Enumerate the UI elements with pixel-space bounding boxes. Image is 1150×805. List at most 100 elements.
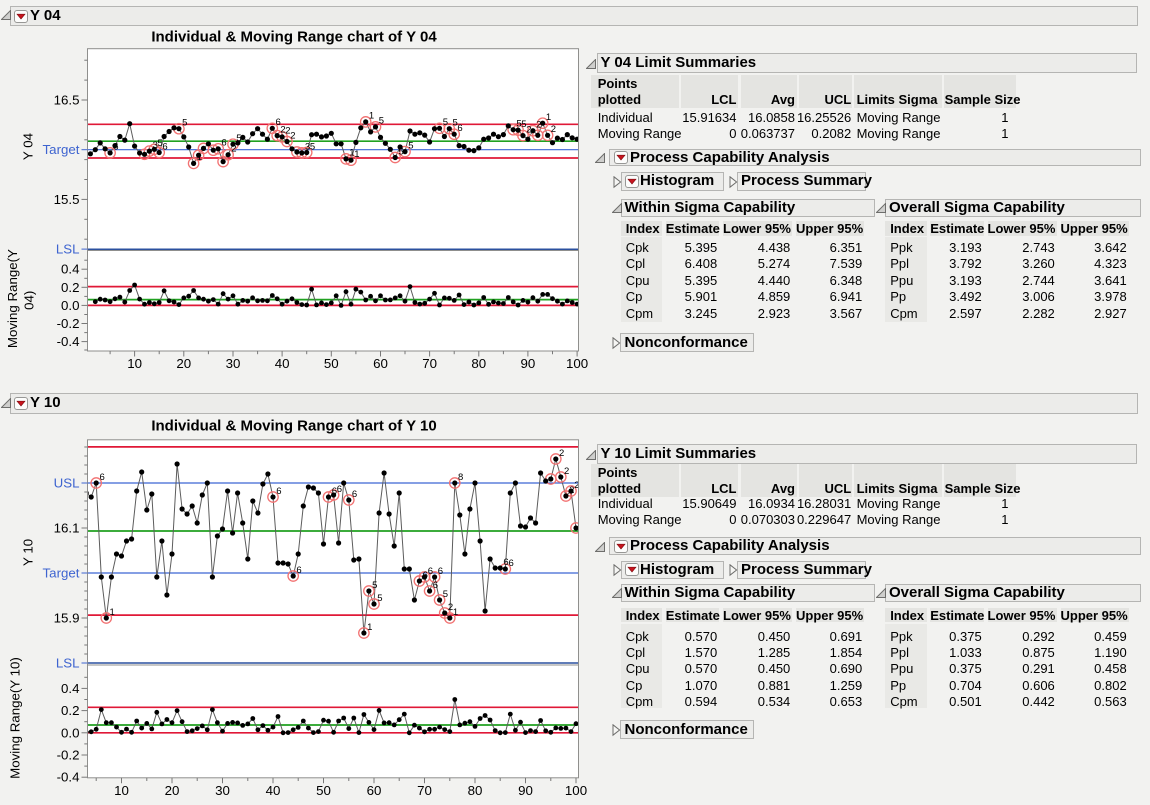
svg-text:100: 100 [566, 356, 588, 371]
svg-text:1: 1 [369, 111, 374, 122]
svg-text:0.0: 0.0 [61, 725, 80, 740]
svg-text:5: 5 [372, 580, 377, 591]
svg-text:2: 2 [280, 124, 285, 135]
svg-text:Individual & Moving Range char: Individual & Moving Range chart of Y 10 [151, 418, 436, 435]
svg-text:70: 70 [422, 356, 437, 371]
svg-text:100: 100 [565, 783, 587, 798]
svg-text:15.5: 15.5 [54, 192, 80, 207]
svg-text:16.1: 16.1 [54, 521, 80, 536]
svg-text:1: 1 [349, 148, 354, 159]
svg-text:1: 1 [453, 607, 458, 618]
svg-text:2: 2 [564, 466, 569, 477]
svg-text:Y 10: Y 10 [21, 539, 36, 566]
svg-text:-0.2: -0.2 [57, 748, 80, 763]
svg-text:30: 30 [215, 783, 230, 798]
svg-text:6: 6 [503, 557, 508, 568]
svg-text:70: 70 [417, 783, 432, 798]
svg-text:6: 6 [457, 123, 462, 134]
svg-text:0.4: 0.4 [61, 262, 80, 277]
svg-text:6: 6 [332, 486, 337, 497]
svg-text:3: 3 [153, 140, 158, 151]
svg-text:6: 6 [337, 484, 342, 495]
svg-text:6: 6 [162, 141, 167, 152]
svg-text:40: 40 [275, 356, 290, 371]
svg-text:2: 2 [526, 124, 531, 135]
svg-text:6: 6 [296, 565, 301, 576]
svg-text:1: 1 [197, 152, 202, 163]
svg-text:Target: Target [43, 142, 80, 157]
svg-text:16.5: 16.5 [54, 93, 80, 108]
svg-text:0.2: 0.2 [61, 280, 80, 295]
svg-text:80: 80 [471, 356, 486, 371]
svg-text:20: 20 [176, 356, 191, 371]
svg-text:15.9: 15.9 [54, 611, 80, 626]
svg-text:40: 40 [266, 783, 281, 798]
svg-text:-0.2: -0.2 [57, 316, 80, 331]
svg-text:6: 6 [423, 570, 428, 581]
svg-text:5: 5 [182, 118, 187, 129]
svg-text:USL: USL [54, 476, 80, 491]
svg-text:20: 20 [165, 783, 180, 798]
svg-text:1: 1 [546, 112, 551, 123]
svg-text:6: 6 [438, 566, 443, 577]
svg-text:6: 6 [352, 489, 357, 500]
svg-text:5: 5 [521, 119, 526, 130]
svg-text:10: 10 [127, 356, 142, 371]
svg-text:1: 1 [367, 622, 372, 633]
svg-text:5: 5 [408, 140, 413, 151]
svg-text:50: 50 [324, 356, 339, 371]
svg-text:3: 3 [305, 142, 310, 153]
svg-text:-0.4: -0.4 [57, 770, 80, 785]
svg-text:2: 2 [559, 448, 564, 459]
svg-text:0.0: 0.0 [61, 298, 80, 313]
svg-text:-0.4: -0.4 [57, 334, 80, 349]
svg-text:1: 1 [354, 149, 359, 160]
svg-text:80: 80 [468, 783, 483, 798]
svg-text:6: 6 [276, 117, 281, 128]
svg-text:5: 5 [398, 146, 403, 157]
svg-text:5: 5 [443, 117, 448, 128]
svg-text:2: 2 [448, 602, 453, 613]
svg-text:60: 60 [367, 783, 382, 798]
svg-text:0.2: 0.2 [61, 703, 80, 718]
svg-text:2: 2 [569, 485, 574, 496]
svg-text:Individual & Moving Range char: Individual & Moving Range chart of Y 04 [151, 29, 437, 46]
svg-text:30: 30 [226, 356, 241, 371]
svg-text:5: 5 [310, 141, 315, 152]
svg-text:60: 60 [373, 356, 388, 371]
svg-text:Target: Target [43, 566, 80, 581]
svg-text:6: 6 [428, 566, 433, 577]
svg-text:2: 2 [551, 124, 556, 135]
svg-text:6: 6 [509, 558, 514, 569]
svg-text:2: 2 [285, 126, 290, 137]
svg-text:5: 5 [236, 133, 241, 144]
svg-text:90: 90 [521, 356, 536, 371]
svg-text:LSL: LSL [56, 656, 80, 671]
svg-text:2: 2 [536, 120, 541, 131]
svg-text:6: 6 [100, 472, 105, 483]
svg-text:0.4: 0.4 [61, 681, 80, 696]
svg-text:5: 5 [158, 138, 163, 149]
svg-text:2: 2 [579, 517, 584, 528]
svg-text:5: 5 [453, 118, 458, 129]
svg-text:Moving Range(Y: Moving Range(Y [5, 249, 20, 348]
svg-text:8: 8 [458, 472, 463, 483]
svg-text:04): 04) [22, 291, 37, 310]
svg-text:Y 04: Y 04 [21, 133, 36, 160]
svg-text:5: 5 [443, 589, 448, 600]
svg-text:2: 2 [231, 144, 236, 155]
svg-text:2: 2 [574, 480, 579, 491]
svg-text:6: 6 [113, 142, 118, 153]
svg-text:50: 50 [316, 783, 331, 798]
svg-text:1: 1 [110, 607, 115, 618]
svg-text:10: 10 [114, 783, 129, 798]
svg-text:6: 6 [276, 486, 281, 497]
svg-text:6: 6 [433, 580, 438, 591]
svg-text:6: 6 [221, 138, 226, 149]
svg-text:90: 90 [518, 783, 533, 798]
svg-text:LSL: LSL [56, 242, 80, 257]
svg-text:5: 5 [516, 119, 521, 130]
svg-text:2: 2 [290, 130, 295, 141]
svg-text:5: 5 [377, 593, 382, 604]
svg-text:5: 5 [379, 116, 384, 127]
